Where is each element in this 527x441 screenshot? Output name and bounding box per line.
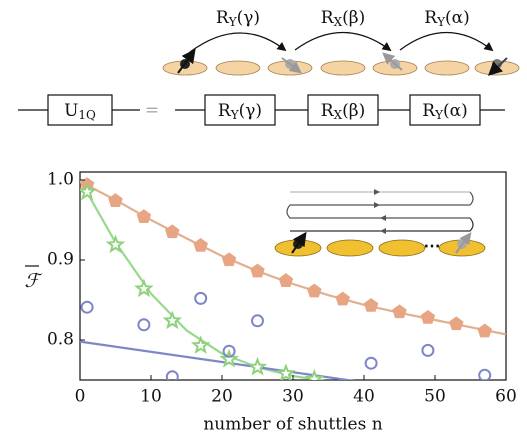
label-base: R xyxy=(216,8,230,28)
data-point xyxy=(335,291,350,306)
data-point xyxy=(250,263,265,278)
data-point xyxy=(304,368,325,380)
label-sub: Y xyxy=(228,15,238,29)
data-point xyxy=(80,181,97,201)
data-point xyxy=(136,209,152,223)
data-point xyxy=(251,314,264,328)
data-point xyxy=(478,368,492,380)
x-tick-label: 30 xyxy=(282,387,304,407)
data-point xyxy=(392,304,407,319)
label-arg: (α) xyxy=(445,8,470,28)
label-base: R xyxy=(424,8,438,28)
label-sub: 1Q xyxy=(78,108,96,122)
data-point xyxy=(80,300,94,314)
inset-dots: ⋯ xyxy=(424,237,441,257)
y-axis-label: ℱ xyxy=(25,270,43,292)
x-axis-label: number of shuttles n xyxy=(203,415,382,435)
label-base: R xyxy=(321,101,335,121)
y-tick-label: 0.9 xyxy=(47,250,74,270)
data-point xyxy=(363,297,379,312)
gate-label: RX(β) xyxy=(321,101,365,122)
data-point xyxy=(420,309,436,324)
shuttle-diagram xyxy=(162,31,520,76)
x-tick-label: 0 xyxy=(75,387,86,407)
label-arg: (γ) xyxy=(239,101,262,121)
gate-label: RY(γ) xyxy=(218,101,262,122)
data-point xyxy=(449,316,464,331)
fit-line xyxy=(80,180,506,336)
data-point xyxy=(247,356,268,376)
data-point xyxy=(190,335,211,354)
gate-label: U1Q xyxy=(64,101,96,122)
data-point xyxy=(364,356,378,370)
y-tick-label: 1.0 xyxy=(47,170,74,190)
x-tick-label: 20 xyxy=(211,387,233,407)
label-sub: Y xyxy=(230,108,240,122)
x-tick-label: 50 xyxy=(424,387,446,407)
plot-area xyxy=(80,177,506,380)
data-point xyxy=(194,291,208,305)
label-sub: X xyxy=(334,15,343,29)
data-point xyxy=(108,193,123,207)
y-tick-label: 0.8 xyxy=(47,330,74,350)
label-sub: X xyxy=(334,108,343,122)
data-point xyxy=(165,370,179,380)
data-point xyxy=(221,252,237,267)
data-point xyxy=(421,343,435,357)
label-arg: (β) xyxy=(342,8,365,28)
equals: = xyxy=(145,101,159,121)
data-point xyxy=(307,283,322,298)
gate-label: RX(β) xyxy=(321,8,365,29)
label-arg: (α) xyxy=(443,101,468,121)
x-tick-label: 10 xyxy=(140,387,162,407)
gate-label: RY(α) xyxy=(422,101,467,122)
data-point xyxy=(137,318,151,332)
data-point xyxy=(193,237,208,252)
inset xyxy=(274,189,486,257)
data-point xyxy=(165,224,180,239)
label-base: R xyxy=(422,101,436,121)
plot-frame xyxy=(79,171,507,381)
data-point xyxy=(276,363,296,380)
data-point xyxy=(162,310,183,330)
label-base: R xyxy=(321,8,335,28)
circuit xyxy=(18,94,505,126)
label-arg: (γ) xyxy=(237,8,260,28)
data-point xyxy=(278,273,294,287)
x-tick-label: 40 xyxy=(353,387,375,407)
data-point xyxy=(219,348,239,368)
gate-label: RY(γ) xyxy=(216,8,260,29)
data-point xyxy=(105,234,126,254)
label-sub: Y xyxy=(436,15,446,29)
label-base: R xyxy=(218,101,232,121)
label-base: U xyxy=(64,101,78,121)
data-point xyxy=(477,323,492,338)
gate-label: RY(α) xyxy=(424,8,469,29)
data-point xyxy=(134,278,154,298)
data-point xyxy=(222,344,236,358)
label-sub: Y xyxy=(434,108,444,122)
label-arg: (β) xyxy=(342,101,365,121)
x-tick-label: 60 xyxy=(495,387,517,407)
